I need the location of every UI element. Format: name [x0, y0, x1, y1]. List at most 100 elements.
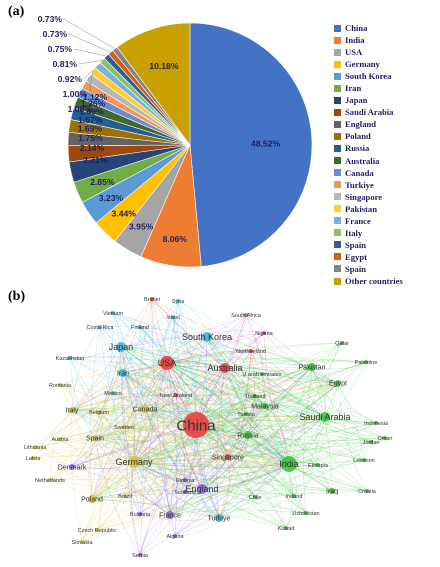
network-link: [166, 362, 263, 375]
leader-line: [73, 48, 107, 57]
network-link: [247, 434, 386, 441]
network-link: [120, 346, 333, 492]
network-link: [166, 362, 377, 424]
network-link: [139, 362, 168, 556]
network-link: [172, 316, 290, 465]
network-link: [169, 479, 186, 516]
legend-label: Egypt: [345, 251, 367, 262]
node-netherlands: [48, 478, 52, 482]
legend-label: Poland: [345, 131, 371, 142]
legend-swatch: [334, 205, 341, 213]
network-link: [133, 454, 229, 463]
node-label: Kuwait: [278, 526, 295, 532]
legend-item: Germany: [334, 58, 438, 70]
leader-line: [68, 33, 111, 53]
network-link: [206, 336, 266, 407]
network-link: [71, 409, 93, 500]
node-china: [183, 412, 209, 438]
network-link: [59, 384, 74, 411]
panel-a-label: (a): [8, 4, 25, 19]
network-link: [120, 346, 146, 410]
network-link: [218, 464, 319, 519]
network-link: [133, 456, 229, 465]
network-link: [133, 342, 343, 463]
network-link: [288, 437, 386, 465]
network-link: [94, 437, 102, 531]
pie-value-label: 2.85%: [90, 177, 115, 187]
network-link: [288, 361, 367, 465]
node-label: Netherlands: [35, 478, 65, 484]
legend-item: Australia: [334, 155, 438, 167]
network-link: [120, 346, 307, 514]
network-link: [166, 362, 386, 439]
network-link: [175, 394, 203, 490]
network-link: [133, 316, 174, 463]
network-link: [34, 408, 146, 448]
node-label: Australia: [207, 363, 242, 373]
pie-value-label: 8.06%: [163, 234, 188, 244]
network-link: [91, 367, 226, 500]
legend-label: Russia: [345, 143, 370, 154]
node-estonia: [183, 478, 187, 482]
network-link: [112, 392, 229, 458]
network-link: [49, 479, 203, 491]
network-link: [166, 362, 266, 407]
network-link: [94, 437, 171, 516]
pie-chart: 48.52% 8.06% 3.95% 3.44% 3.23% 2.85% 2.71% 2.14…: [38, 14, 313, 268]
network-link: [69, 357, 313, 369]
network-link: [139, 405, 266, 556]
network-link: [195, 419, 377, 426]
node-label: Romania: [49, 383, 72, 389]
network-link: [98, 366, 313, 413]
network-link: [71, 409, 287, 529]
node-label: Uzbekistan: [292, 511, 319, 517]
network-link: [112, 312, 135, 463]
network-link: [98, 346, 122, 413]
network-link: [59, 346, 122, 440]
node-label: India: [279, 459, 299, 469]
network-link: [59, 382, 339, 389]
network-link: [112, 312, 226, 369]
network-link: [224, 314, 247, 369]
node-label: Northireland: [236, 349, 266, 355]
legend-label: Saudi Arabia: [345, 107, 394, 118]
network-link: [324, 416, 386, 439]
pie-value-label: 0.81%: [53, 59, 78, 69]
pie-value-label: 2.14%: [80, 143, 105, 153]
network-link: [169, 463, 290, 516]
pie-value-label: 3.44%: [112, 208, 137, 218]
network-link: [120, 346, 203, 490]
legend-swatch: [334, 144, 341, 152]
network-link: [245, 314, 313, 368]
network-link: [112, 312, 197, 426]
network-link: [184, 405, 266, 481]
network-link: [34, 446, 290, 465]
node-bulgaria: [138, 512, 142, 516]
pie-value-label: 0.73%: [43, 29, 68, 39]
network-link: [94, 437, 333, 492]
network-link: [94, 437, 290, 465]
network-link: [144, 408, 186, 493]
network-link: [144, 408, 171, 516]
node-label: Vietnam: [103, 311, 123, 317]
network-link: [71, 409, 220, 519]
network-link: [133, 332, 265, 463]
network-link: [218, 395, 256, 519]
pie-value-label: 3.95%: [129, 222, 154, 232]
network-link: [59, 384, 203, 490]
network-link: [96, 405, 266, 531]
node-kazakhstan: [68, 356, 72, 360]
network-link: [133, 461, 220, 519]
network-link: [166, 362, 178, 537]
node-lebanon: [362, 458, 366, 462]
node-label: France: [159, 512, 181, 519]
network-link: [133, 362, 168, 463]
node-iran: [119, 369, 127, 377]
legend-swatch: [334, 253, 341, 261]
network-link: [122, 372, 386, 439]
network-link: [261, 366, 313, 376]
node-label: Germany: [115, 457, 153, 467]
network-link: [174, 416, 326, 537]
network-link: [81, 382, 339, 543]
node-nigeria: [262, 331, 266, 335]
